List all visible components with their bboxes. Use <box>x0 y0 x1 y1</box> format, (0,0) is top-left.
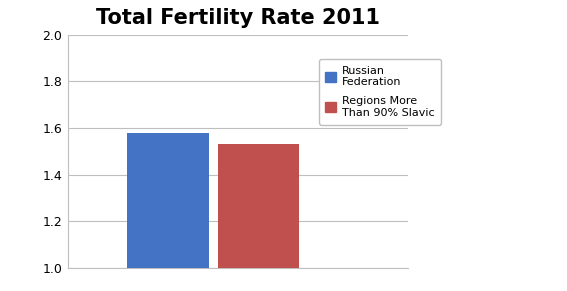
Bar <box>218 144 299 268</box>
Legend: Russian
Federation, Regions More
Than 90% Slavic: Russian Federation, Regions More Than 90… <box>319 59 441 125</box>
Bar <box>127 133 209 268</box>
Title: Total Fertility Rate 2011: Total Fertility Rate 2011 <box>96 8 380 28</box>
